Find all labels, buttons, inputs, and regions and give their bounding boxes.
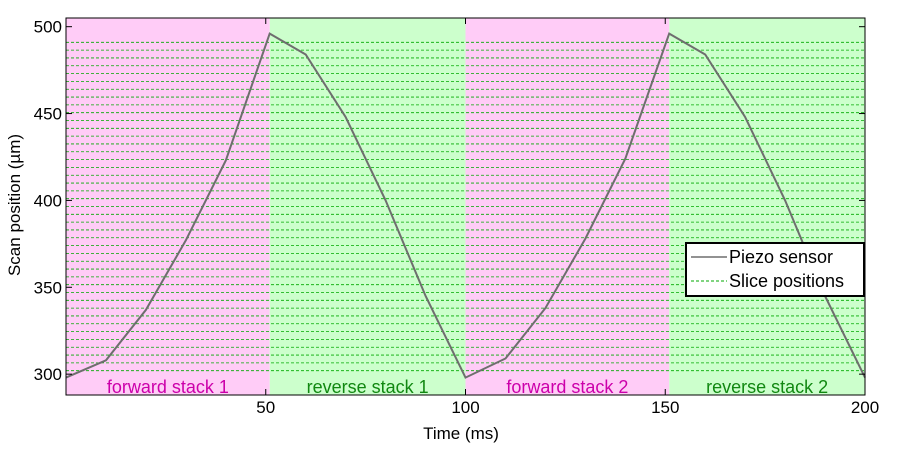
region-label-1: forward stack 1	[107, 377, 229, 397]
y-tick-label: 400	[34, 191, 62, 210]
region-label-3: forward stack 2	[506, 377, 628, 397]
x-tick-label: 100	[451, 398, 479, 417]
x-tick-label: 150	[651, 398, 679, 417]
legend-box	[685, 242, 865, 297]
legend: Piezo sensor Slice positions	[685, 242, 865, 297]
region-label-4: reverse stack 2	[706, 377, 828, 397]
y-tick-label: 500	[34, 18, 62, 37]
axis-ticks: 50 100 150 200 300 350 400 450 500	[34, 18, 880, 417]
legend-piezo-sensor-label: Piezo sensor	[729, 247, 833, 267]
region-label-2: reverse stack 1	[307, 377, 429, 397]
x-tick-label: 50	[256, 398, 275, 417]
piezo-sensor-line	[65, 32, 866, 379]
y-axis-label: Scan position (µm)	[5, 134, 24, 276]
y-tick-label: 300	[34, 365, 62, 384]
y-tick-label: 450	[34, 105, 62, 124]
region-labels: forward stack 1 reverse stack 1 forward st…	[107, 377, 828, 397]
stack-regions	[66, 18, 865, 395]
legend-slice-positions-label: Slice positions	[729, 271, 844, 291]
x-axis-label: Time (ms)	[423, 424, 499, 443]
x-tick-label: 200	[851, 398, 879, 417]
y-tick-label: 350	[34, 278, 62, 297]
